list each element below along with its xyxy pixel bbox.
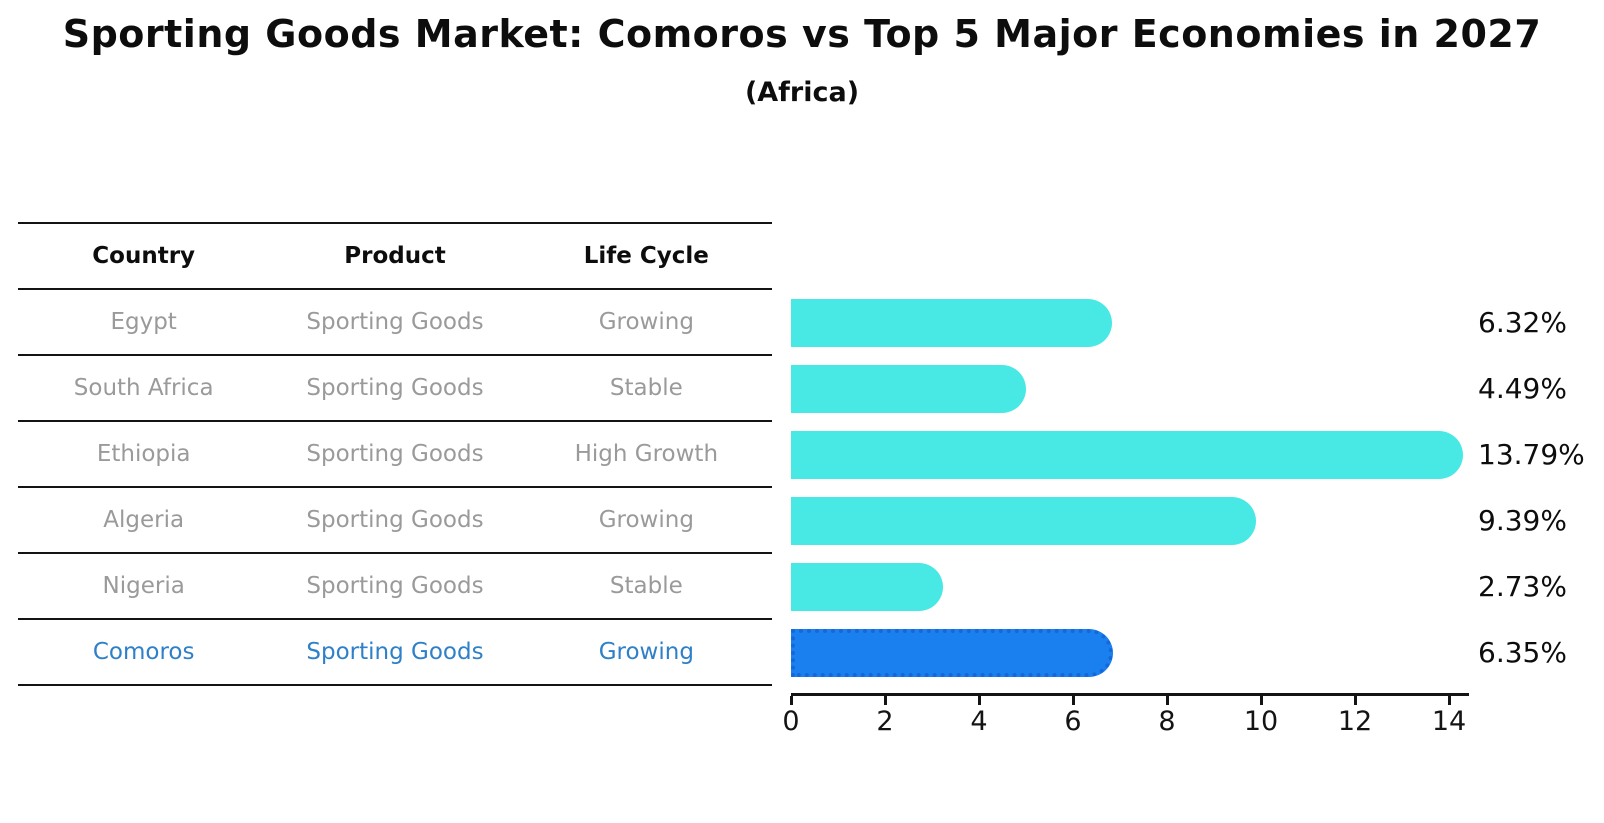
x-axis-tick [1072,696,1075,705]
country-table: Country Product Life Cycle Egypt Sporting… [18,222,772,686]
cell-product: Sporting Goods [306,309,484,335]
cell-product: Sporting Goods [306,441,484,467]
x-axis-tick [1260,696,1263,705]
bar-algeria [791,497,1257,545]
cell-country: Ethiopia [96,441,191,467]
bar-value-label: 9.39% [1478,504,1567,537]
x-axis-tick [1166,696,1169,705]
bar-value-label: 4.49% [1478,372,1567,405]
bar-value-label: 6.35% [1478,636,1567,669]
column-header-country: Country [92,243,196,269]
x-axis-tick-label: 10 [1243,706,1279,737]
x-axis-tick-label: 8 [1158,706,1176,737]
cell-country: Algeria [103,507,185,533]
column-header-product: Product [344,243,446,269]
bar-value-label: 6.32% [1478,306,1567,339]
cell-life-cycle: Growing [598,639,694,665]
cell-life-cycle: Growing [598,309,694,335]
x-axis-tick [884,696,887,705]
x-axis-tick [1448,696,1451,705]
table-row: Ethiopia Sporting Goods High Growth [18,422,772,488]
table-row: Egypt Sporting Goods Growing [18,290,772,356]
cell-life-cycle: Growing [598,507,694,533]
cell-life-cycle: High Growth [574,441,719,467]
bar-nigeria [791,563,944,611]
x-axis-tick-label: 2 [876,706,894,737]
x-axis-tick-label: 6 [1064,706,1082,737]
cell-country: Egypt [110,309,177,335]
x-axis-tick [1354,696,1357,705]
chart-title: Sporting Goods Market: Comoros vs Top 5 … [62,12,1542,56]
x-axis-tick-label: 12 [1337,706,1373,737]
bar-comoros-highlight [791,629,1114,677]
cell-life-cycle: Stable [609,375,683,401]
x-axis-tick [978,696,981,705]
x-axis-spine [791,693,1469,696]
cell-product: Sporting Goods [306,573,484,599]
chart-subtitle: (Africa) [744,77,860,108]
cell-product: Sporting Goods [306,639,484,665]
cell-country: Comoros [92,639,195,665]
table-row: Comoros Sporting Goods Growing [18,620,772,686]
table-row: Nigeria Sporting Goods Stable [18,554,772,620]
x-axis-tick [790,696,793,705]
cell-country: South Africa [73,375,214,401]
cell-product: Sporting Goods [306,375,484,401]
bar-value-label: 13.79% [1478,438,1585,471]
table-row: South Africa Sporting Goods Stable [18,356,772,422]
cell-product: Sporting Goods [306,507,484,533]
x-axis-tick-label: 0 [782,706,800,737]
x-axis-tick-label: 14 [1431,706,1467,737]
table-row: Algeria Sporting Goods Growing [18,488,772,554]
cell-life-cycle: Stable [609,573,683,599]
cell-country: Nigeria [102,573,185,599]
bar-ethiopia [791,431,1464,479]
bar-value-label: 2.73% [1478,570,1567,603]
table-header-row: Country Product Life Cycle [18,224,772,290]
column-header-life-cycle: Life Cycle [583,243,709,269]
bar-south-africa [791,365,1027,413]
bar-egypt [791,299,1113,347]
table-body: Egypt Sporting Goods Growing South Africa Sp… [18,290,772,686]
x-axis-tick-label: 4 [970,706,988,737]
